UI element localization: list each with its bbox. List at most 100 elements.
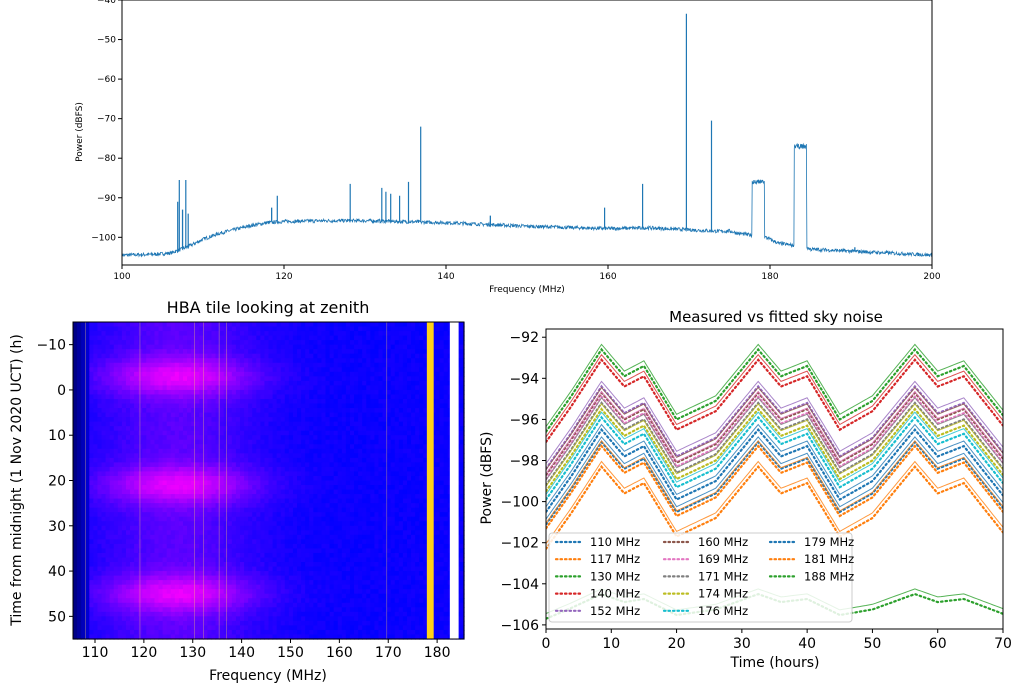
heatmap-cell — [248, 475, 253, 482]
heatmap-cell — [370, 462, 375, 468]
heatmap-cell — [219, 552, 225, 559]
heatmap-cell — [398, 322, 404, 328]
heatmap-cell — [366, 534, 371, 540]
heatmap-cell — [443, 435, 449, 441]
heatmap-cell — [362, 512, 367, 518]
heatmap-cell — [398, 349, 404, 355]
heatmap-cell — [227, 394, 233, 400]
heatmap-cell — [73, 367, 78, 373]
heatmap-cell — [158, 516, 164, 522]
heatmap-cell — [317, 457, 323, 463]
heatmap-cell — [252, 349, 257, 355]
heatmap-cell — [313, 417, 318, 423]
heatmap-cell — [288, 376, 294, 382]
heatmap-cell — [121, 462, 127, 468]
heatmap-cell — [130, 353, 135, 359]
heatmap-cell — [358, 534, 363, 540]
heatmap-cell — [121, 512, 127, 518]
heatmap-cell — [378, 403, 384, 409]
heatmap-cell — [174, 403, 180, 409]
heatmap-cell — [219, 349, 225, 355]
heatmap-cell — [223, 412, 229, 418]
heatmap-cell — [374, 371, 380, 377]
heatmap-cell — [268, 548, 274, 554]
heatmap-cell — [199, 389, 204, 396]
heatmap-cell — [231, 322, 237, 328]
heatmap-cell — [256, 530, 261, 536]
heatmap-cell — [219, 512, 225, 518]
heatmap-cell — [223, 534, 229, 540]
heatmap-cell — [256, 485, 261, 491]
heatmap-cell — [244, 403, 249, 409]
heatmap-cell — [166, 385, 172, 391]
heatmap-cell — [138, 430, 143, 436]
heatmap-cell — [178, 385, 184, 391]
heatmap-cell — [178, 353, 184, 359]
heatmap-cell — [105, 475, 111, 482]
heatmap-cell — [362, 498, 367, 504]
heatmap-cell — [321, 394, 327, 400]
heatmap-cell — [264, 539, 270, 545]
heatmap-cell — [207, 534, 213, 540]
heatmap-cell — [138, 353, 143, 359]
heatmap-cell — [292, 367, 298, 373]
heatmap-cell — [170, 480, 176, 486]
heatmap-cell — [362, 335, 367, 341]
heatmap-cell — [85, 362, 90, 368]
heatmap-cell — [142, 530, 147, 536]
heatmap-cell — [73, 512, 78, 518]
heatmap-cell — [390, 408, 396, 414]
heatmap-cell — [150, 430, 156, 436]
heatmap-cell — [81, 439, 86, 445]
heatmap-cell — [317, 389, 323, 396]
heatmap-cell — [394, 353, 400, 359]
heatmap-cell — [130, 385, 135, 391]
heatmap-cell — [333, 322, 339, 328]
heatmap-cell — [215, 552, 221, 559]
heatmap-cell — [301, 398, 306, 405]
heatmap-cell — [146, 466, 151, 473]
heatmap-cell — [374, 485, 380, 491]
heatmap-cell — [150, 548, 156, 554]
heatmap-cell — [142, 430, 147, 436]
heatmap-cell — [284, 552, 290, 559]
heatmap-cell — [268, 489, 274, 495]
heatmap-cell — [284, 480, 290, 486]
heatmap-cell — [264, 403, 270, 409]
heatmap-cell — [297, 340, 302, 346]
heatmap-cell — [256, 322, 261, 328]
heatmap-cell — [134, 530, 139, 536]
heatmap-cell — [349, 344, 355, 350]
heatmap-cell — [138, 380, 143, 386]
heatmap-cell — [329, 335, 335, 341]
heatmap-cell — [252, 380, 257, 386]
heatmap-cell — [146, 385, 151, 391]
heatmap-cell — [297, 326, 302, 332]
heatmap-cell — [150, 475, 156, 482]
heatmap-cell — [158, 362, 164, 368]
heatmap-cell — [101, 398, 107, 405]
heatmap-cell — [134, 507, 139, 513]
heatmap-cell — [358, 322, 363, 328]
heatmap-cell — [288, 475, 294, 482]
heatmap-cell — [435, 548, 441, 554]
heatmap-cell — [431, 371, 437, 377]
heatmap-cell — [390, 494, 396, 500]
heatmap-cell — [382, 503, 388, 509]
heatmap-cell — [345, 494, 351, 500]
heatmap-cell — [239, 448, 245, 454]
heatmap-cell — [439, 543, 445, 550]
heatmap-cell — [170, 331, 176, 337]
heatmap-cell — [154, 340, 160, 346]
heatmap-cell — [219, 516, 225, 522]
heatmap-cell — [211, 480, 217, 486]
heatmap-cell — [284, 394, 290, 400]
heatmap-cell — [394, 435, 400, 441]
heatmap-cell — [374, 403, 380, 409]
heatmap-cell — [97, 521, 103, 527]
heatmap-cell — [321, 322, 327, 328]
heatmap-cell — [248, 362, 253, 368]
heatmap-cell — [93, 380, 99, 386]
heatmap-cell — [439, 335, 445, 341]
heatmap-cell — [402, 362, 408, 368]
